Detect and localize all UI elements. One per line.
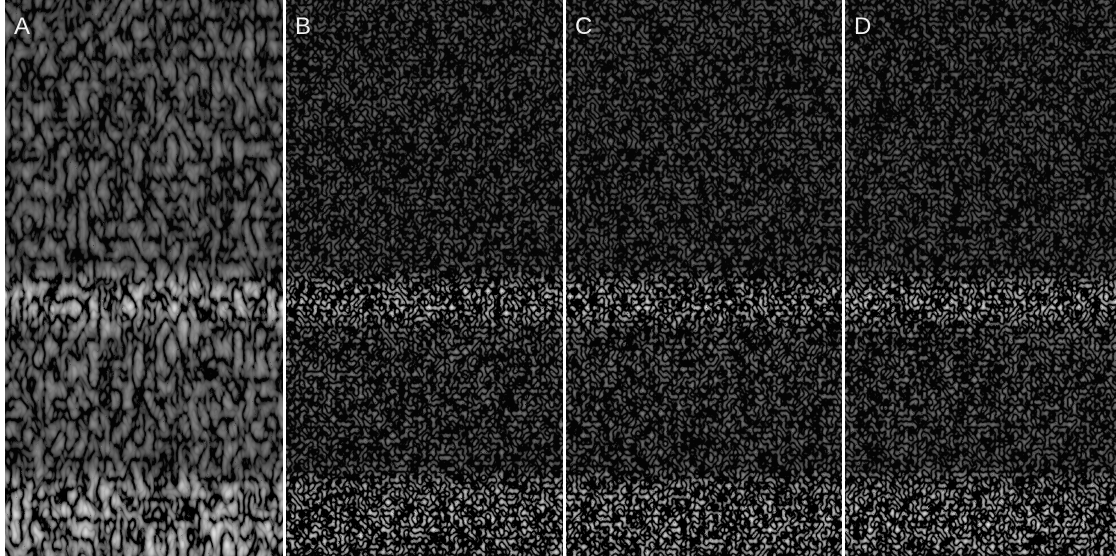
panel-label: C (575, 13, 592, 40)
panel-group: A B C D (5, 0, 1116, 556)
panel-label: B (295, 13, 311, 40)
image-panel: C (566, 0, 842, 556)
bright-bands (566, 0, 842, 556)
bright-bands (845, 0, 1116, 556)
bright-bands (286, 0, 563, 556)
image-panel: B (286, 0, 563, 556)
panel-label: D (854, 13, 871, 40)
bright-bands (5, 0, 283, 556)
image-panel: A (5, 0, 283, 556)
panel-label: A (14, 13, 30, 40)
image-panel: D (845, 0, 1116, 556)
